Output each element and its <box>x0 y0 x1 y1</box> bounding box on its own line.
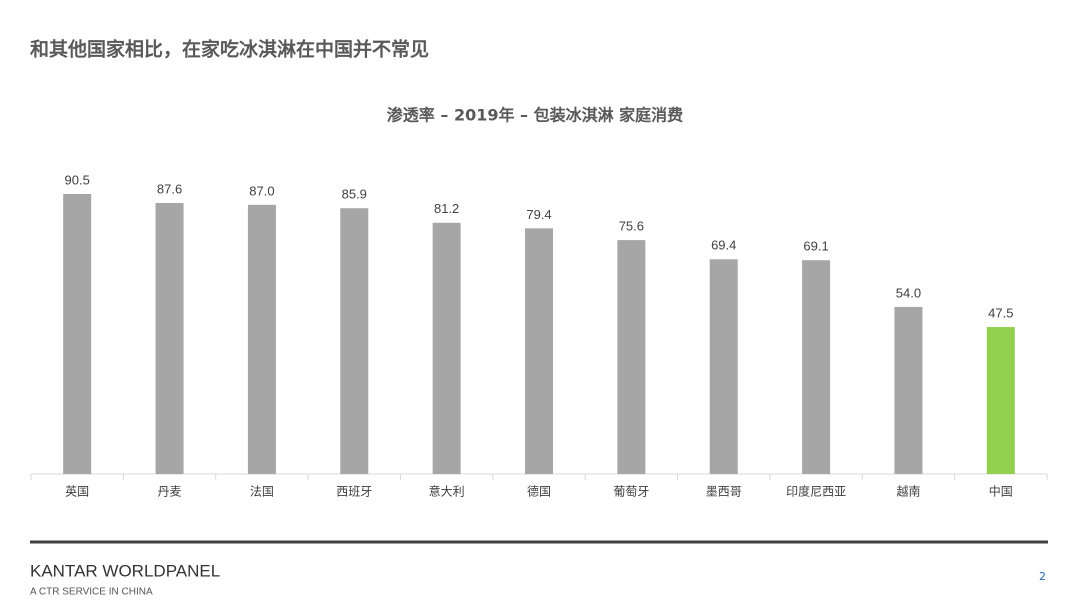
value-label: 69.4 <box>711 238 736 253</box>
value-label: 54.0 <box>896 285 921 300</box>
value-label: 87.6 <box>157 181 182 196</box>
bar <box>986 327 1015 474</box>
bar <box>802 260 831 474</box>
tagline: A CTR SERVICE IN CHINA <box>30 587 153 598</box>
bar <box>340 208 369 474</box>
value-label: 79.4 <box>526 207 551 222</box>
value-label: 90.5 <box>65 172 90 187</box>
x-tick-label: 意大利 <box>429 484 465 499</box>
x-tick-label: 葡萄牙 <box>613 485 649 499</box>
x-tick-label: 越南 <box>896 484 920 499</box>
bar <box>63 194 92 474</box>
bar <box>525 228 553 474</box>
bar <box>155 202 184 474</box>
x-tick-label: 德国 <box>527 484 551 499</box>
x-tick-label: 丹麦 <box>158 485 182 499</box>
bar <box>894 306 923 474</box>
x-tick-label: 墨西哥 <box>706 485 742 499</box>
x-tick-label: 法国 <box>250 485 274 499</box>
brand: KANTAR WORLDPANEL <box>30 561 220 580</box>
value-label: 85.9 <box>342 187 367 202</box>
page-number: 2 <box>1039 570 1046 583</box>
chart-title: 渗透率 – 2019年 – 包装冰淇淋 家庭消费 <box>387 106 683 125</box>
value-label: 47.5 <box>988 305 1013 320</box>
bar <box>247 204 276 474</box>
bar <box>432 222 461 474</box>
value-label: 87.0 <box>249 183 274 198</box>
x-tick-label: 印度尼西亚 <box>786 484 846 499</box>
value-label: 81.2 <box>434 201 459 216</box>
bar <box>709 259 738 474</box>
value-label: 75.6 <box>619 219 644 234</box>
value-label: 69.1 <box>803 239 828 254</box>
bar <box>617 240 646 474</box>
x-tick-label: 中国 <box>989 484 1013 499</box>
x-tick-label: 英国 <box>65 485 89 499</box>
x-tick-label: 西班牙 <box>336 485 372 499</box>
slide-title: 和其他国家相比，在家吃冰淇淋在中国并不常见 <box>30 38 429 61</box>
